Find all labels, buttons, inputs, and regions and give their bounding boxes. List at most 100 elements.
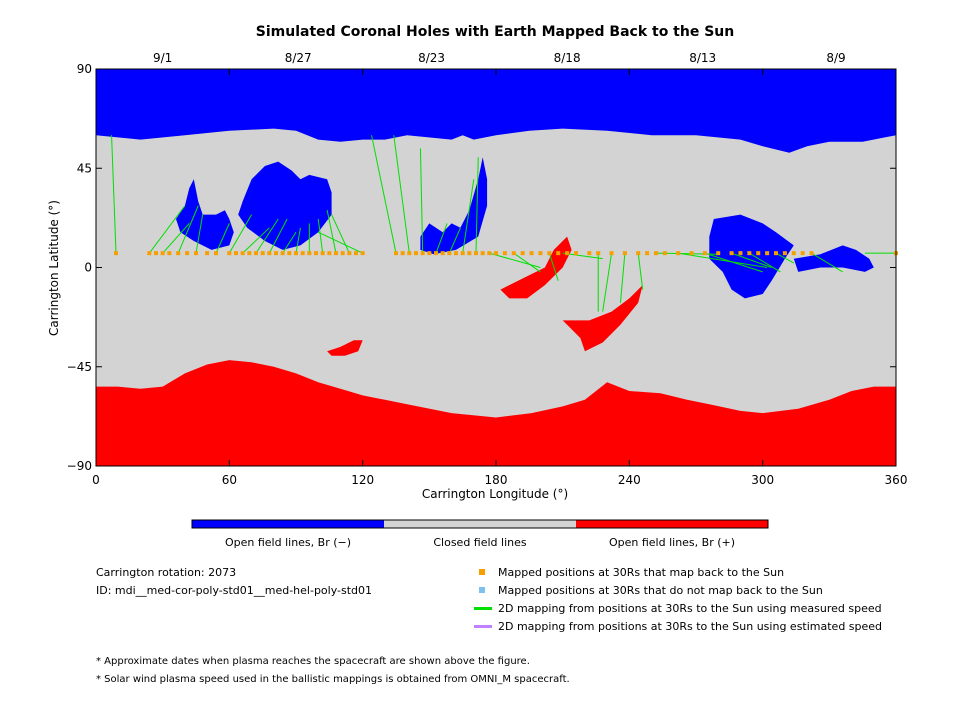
mapped-position-point [440, 251, 445, 256]
colorbar-label: Open field lines, Br (+) [609, 536, 735, 549]
mapped-position-point [205, 251, 210, 256]
legend-line [474, 625, 492, 628]
mapped-position-point [234, 251, 238, 256]
run-id-text: ID: mdi__med-cor-poly-std01__med-hel-pol… [96, 584, 373, 597]
x-tick-label: 360 [885, 473, 908, 487]
mapping-line [475, 157, 479, 254]
mapped-position-point [447, 251, 452, 256]
mapping-line [177, 205, 199, 254]
coronal-hole-negative [96, 69, 896, 153]
y-tick-label: 90 [77, 62, 92, 76]
colorbar-label: Open field lines, Br (−) [225, 536, 351, 549]
mapped-position-point [480, 251, 485, 256]
mapped-position-point [809, 251, 814, 256]
legend-label: 2D mapping from positions at 30Rs to the… [498, 620, 883, 633]
coronal-hole-positive [562, 285, 643, 352]
mapped-position-point [636, 251, 641, 256]
legend-line [474, 607, 492, 610]
y-tick-label: −45 [67, 360, 92, 374]
mapped-position-point [738, 251, 743, 256]
mapping-line [489, 252, 541, 268]
mapped-position-point [587, 251, 592, 256]
mapping-line [513, 252, 541, 273]
mapped-position-point [240, 251, 245, 256]
date-label: 9/1 [153, 51, 172, 65]
note-dates: * Approximate dates when plasma reaches … [96, 656, 530, 667]
mapping-line [148, 205, 186, 254]
date-label: 8/18 [554, 51, 581, 65]
mapping-line [317, 218, 324, 254]
x-axis-label: Carrington Longitude (°) [422, 487, 568, 501]
mapped-position-point [654, 251, 658, 256]
mapping-line [255, 218, 279, 254]
coronal-hole-positive [327, 340, 363, 356]
mapped-position-point [227, 251, 232, 256]
x-tick-label: 240 [618, 473, 641, 487]
mapped-position-point [689, 251, 694, 256]
mapped-position-point [340, 251, 345, 256]
mapping-line [268, 218, 288, 254]
mapped-position-point [662, 251, 667, 256]
mapping-line [318, 231, 363, 254]
mapped-position-point [274, 251, 278, 256]
note-speed: * Solar wind plasma speed used in the ba… [96, 674, 570, 685]
mapped-position-point [414, 251, 418, 256]
mapping-line [775, 252, 795, 264]
mapped-position-point [185, 251, 190, 256]
mapping-line [448, 227, 461, 254]
date-label: 8/27 [285, 51, 312, 65]
mapping-line [195, 214, 204, 254]
mapped-position-point [574, 251, 578, 256]
colorbar-frame [191, 519, 769, 529]
mapped-position-point [167, 251, 172, 256]
mapped-position-point [774, 251, 778, 256]
mapped-position-point [434, 251, 438, 256]
y-tick-label: 45 [77, 161, 92, 175]
y-tick-label: 0 [84, 261, 92, 275]
x-tick-label: 0 [92, 473, 100, 487]
mapping-line [811, 252, 843, 273]
mapped-position-point [547, 251, 552, 256]
colorbar: Open field lines, Br (−) Closed field lin… [191, 519, 769, 549]
mapped-position-point [474, 251, 478, 256]
mapped-position-point [294, 251, 298, 256]
coronal-hole-negative [709, 214, 794, 299]
mapping-line [215, 223, 230, 254]
legend-marker [479, 569, 485, 575]
colorbar-label: Closed field lines [433, 536, 527, 549]
mapped-position-point [176, 251, 181, 256]
mapped-position-point [609, 251, 614, 256]
mapped-position-point [729, 251, 734, 256]
mapped-position-point [407, 251, 412, 256]
mapping-line [419, 148, 424, 254]
mapping-line [111, 135, 117, 254]
mapped-position-point [194, 251, 198, 256]
y-tick-label: −90 [67, 459, 92, 473]
mapped-position-point [556, 251, 561, 256]
mapping-line [295, 227, 301, 254]
mapped-position-point [511, 251, 516, 256]
mapped-position-point [400, 251, 405, 256]
date-label: 8/23 [418, 51, 445, 65]
mapped-position-point [267, 251, 272, 256]
legend-label: 2D mapping from positions at 30Rs to the… [498, 602, 882, 615]
date-label: 8/13 [689, 51, 716, 65]
mapped-position-point [347, 251, 352, 256]
mapped-position-point [354, 251, 358, 256]
mapped-position-point [154, 251, 158, 256]
mapped-position-point [314, 251, 318, 256]
mapped-position-point [254, 251, 258, 256]
mapped-position-point [622, 251, 627, 256]
mapping-line [393, 135, 410, 254]
mapping-line [162, 223, 190, 254]
x-tick-label: 120 [351, 473, 374, 487]
mapping-line [678, 252, 768, 268]
mapped-position-point [287, 251, 292, 256]
mapped-position-point [460, 251, 465, 256]
colorbar-segment [576, 520, 768, 528]
legend-label: Mapped positions at 30Rs that do not map… [498, 584, 823, 597]
coronal-hole-negative [793, 245, 874, 272]
mapping-line [371, 135, 397, 254]
mapping-line [462, 179, 475, 254]
mapped-position-point [320, 251, 325, 256]
